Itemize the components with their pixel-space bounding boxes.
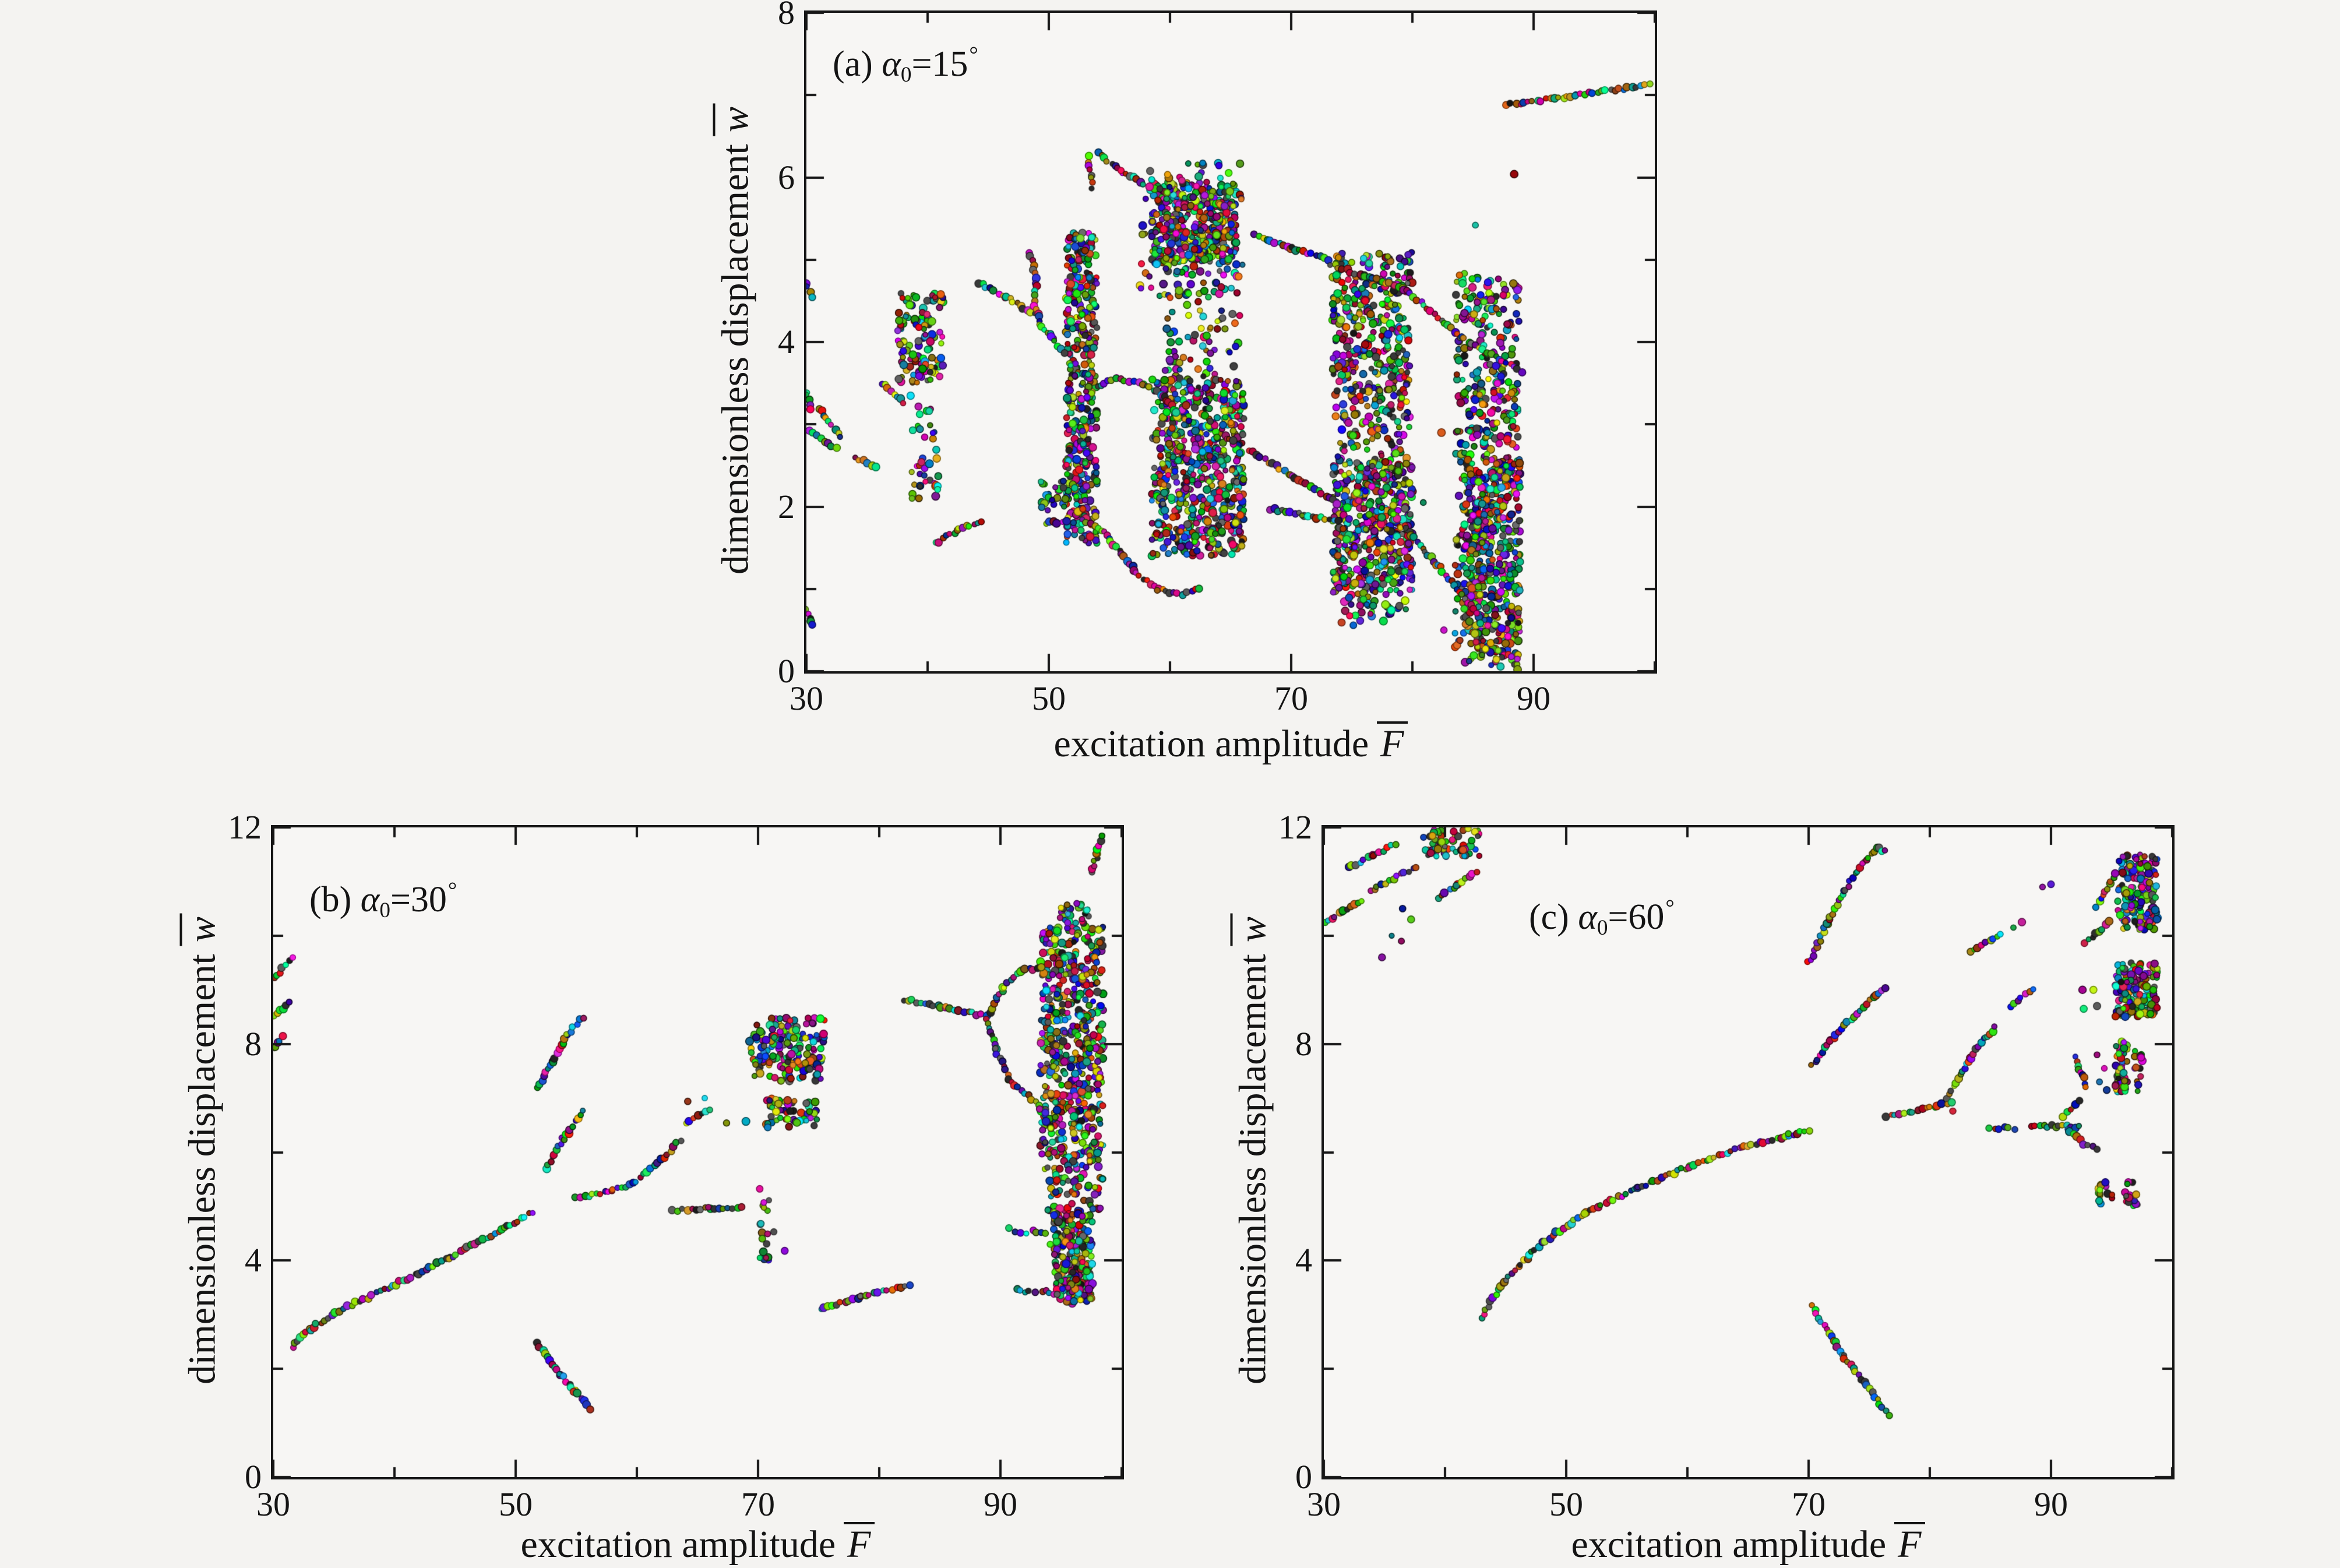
F-bar-symbol: F [1894, 1522, 1925, 1564]
panel-b-angle-value: =30 [390, 879, 447, 919]
panel-a-x-axis-label: excitation amplitude F [806, 721, 1655, 766]
degree-symbol: ° [1665, 896, 1675, 920]
panel-c-x-tick-30: 30 [1307, 1485, 1341, 1523]
panel-c-y-tick-12: 12 [1278, 808, 1312, 846]
panel-a-label: (a) α0=15° [833, 42, 978, 87]
panel-b-scatter-canvas [273, 827, 1122, 1477]
x-axis-label-text: excitation amplitude [520, 1523, 836, 1566]
panel-c-y-tick-0: 0 [1295, 1458, 1312, 1496]
panel-b-y-tick-8: 8 [245, 1024, 262, 1063]
alpha-symbol: α [1578, 897, 1597, 937]
panel-b-y-tick-4: 4 [245, 1241, 262, 1280]
panel-a-y-tick-0: 0 [778, 652, 795, 690]
panel-c-x-tick-50: 50 [1549, 1485, 1583, 1523]
panel-c-y-tick-4: 4 [1295, 1241, 1312, 1280]
panel-a-y-tick-6: 6 [778, 158, 795, 196]
w-bar-symbol: w [179, 913, 224, 946]
panel-a-plot-area [804, 10, 1657, 674]
panel-a-index: (a) [833, 44, 873, 84]
panel-b-x-tick-70: 70 [741, 1485, 775, 1523]
panel-c-plot-area [1321, 825, 2175, 1479]
panel-a-x-tick-90: 90 [1517, 679, 1550, 717]
panel-c-angle-value: =60 [1608, 897, 1665, 937]
panel-b-index: (b) [309, 879, 352, 919]
F-bar-symbol: F [844, 1522, 875, 1564]
panel-b-y-axis-label: dimensionless displacement w [179, 799, 225, 1499]
panel-b-y-tick-0: 0 [245, 1458, 262, 1496]
alpha-subscript: 0 [379, 898, 390, 923]
panel-c-index: (c) [1529, 897, 1569, 937]
panel-c-x-tick-70: 70 [1792, 1485, 1826, 1523]
degree-symbol: ° [969, 43, 978, 67]
panel-b-x-tick-90: 90 [984, 1485, 1017, 1523]
panel-a-x-tick-70: 70 [1274, 679, 1308, 717]
panel-a-x-tick-30: 30 [790, 679, 823, 717]
alpha-symbol: α [360, 879, 380, 919]
panel-c-label: (c) α0=60° [1529, 895, 1675, 940]
panel-a-x-tick-50: 50 [1032, 679, 1066, 717]
alpha-subscript: 0 [900, 63, 912, 87]
panel-c-y-axis-label: dimensionless displacement w [1230, 799, 1275, 1499]
panel-c-x-tick-90: 90 [2034, 1485, 2068, 1523]
panel-a-y-tick-4: 4 [778, 323, 795, 361]
panel-b-x-axis-label: excitation amplitude F [273, 1522, 1122, 1567]
panel-b-y-tick-12: 12 [228, 808, 262, 846]
panel-b-x-tick-30: 30 [256, 1485, 290, 1523]
panel-a-scatter-canvas [806, 13, 1655, 671]
panel-c-scatter-canvas [1324, 827, 2172, 1477]
y-axis-label-text: dimensionless displacement [1231, 954, 1274, 1384]
panel-b-x-tick-50: 50 [499, 1485, 533, 1523]
alpha-subscript: 0 [1597, 916, 1608, 940]
w-bar-symbol: w [1230, 913, 1274, 946]
panel-a-angle-value: =15 [911, 44, 968, 84]
alpha-symbol: α [882, 44, 901, 84]
degree-symbol: ° [447, 878, 457, 903]
panel-b-label: (b) α0=30° [309, 878, 457, 923]
panel-a-y-tick-8: 8 [778, 0, 795, 31]
x-axis-label-text: excitation amplitude [1571, 1523, 1887, 1566]
panel-c-x-axis-label: excitation amplitude F [1324, 1522, 2172, 1567]
w-bar-symbol: w [713, 103, 757, 136]
panel-c-y-tick-8: 8 [1295, 1024, 1312, 1063]
x-axis-label-text: excitation amplitude [1053, 723, 1369, 765]
y-axis-label-text: dimensionless displacement [181, 954, 224, 1384]
F-bar-symbol: F [1377, 721, 1408, 763]
panel-b-plot-area [271, 825, 1124, 1479]
panel-a-y-tick-2: 2 [778, 487, 795, 526]
